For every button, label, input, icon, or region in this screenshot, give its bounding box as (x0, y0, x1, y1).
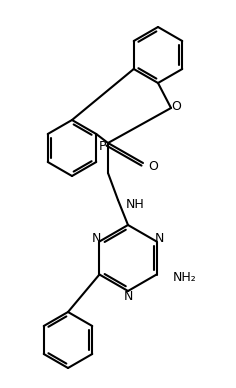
Text: N: N (155, 232, 164, 245)
Text: NH: NH (126, 199, 145, 211)
Text: N: N (92, 232, 101, 245)
Text: P: P (99, 140, 107, 152)
Text: NH₂: NH₂ (173, 271, 196, 284)
Text: N: N (123, 289, 133, 303)
Text: O: O (171, 99, 181, 113)
Text: O: O (148, 159, 158, 173)
